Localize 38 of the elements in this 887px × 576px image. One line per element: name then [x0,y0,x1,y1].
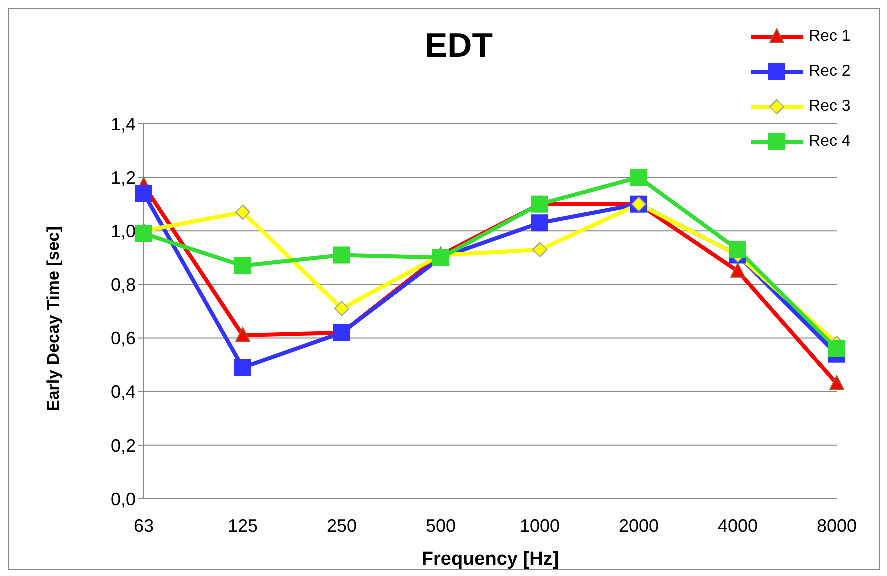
point [236,204,250,220]
point [830,375,844,390]
point [136,185,152,202]
legend-label: Rec 2 [809,62,852,80]
point [630,169,648,186]
point [730,241,746,258]
y-tick-label: 0,6 [110,328,136,349]
point [234,257,252,274]
y-axis-title: Early Decay Time [sec] [44,226,64,412]
y-tick-label: 0,2 [110,436,136,456]
x-tick-label: 63 [134,516,154,536]
y-tick-label: 0,0 [110,489,136,510]
point [236,327,250,342]
point [234,359,252,376]
y-tick-label: 0,4 [110,382,136,402]
point [334,246,350,264]
x-tick-label: 2000 [618,516,660,536]
point [334,301,350,316]
x-tick-label: 500 [426,516,456,536]
point [828,340,846,358]
point [532,214,548,232]
legend-label: Rec 4 [809,132,852,150]
x-tick-label: 1000 [520,516,560,536]
point [730,262,746,278]
point [532,242,548,258]
y-tick-label: 0,8 [110,275,136,296]
x-tick-label: 4000 [718,516,758,536]
y-tick-label: 1,4 [110,114,136,134]
y-tick-label: 1,0 [110,222,136,242]
x-tick-label: 125 [228,516,258,536]
legend-label: Rec 3 [809,98,852,116]
y-tick-label: 1,2 [110,168,136,188]
legend-label: Rec 1 [809,28,852,46]
point [136,225,152,242]
x-axis-title: Frequency [Hz] [422,549,560,570]
x-tick-label: 250 [326,516,358,536]
x-tick-label: 8000 [816,516,858,536]
chart-title: EDT [425,27,493,65]
